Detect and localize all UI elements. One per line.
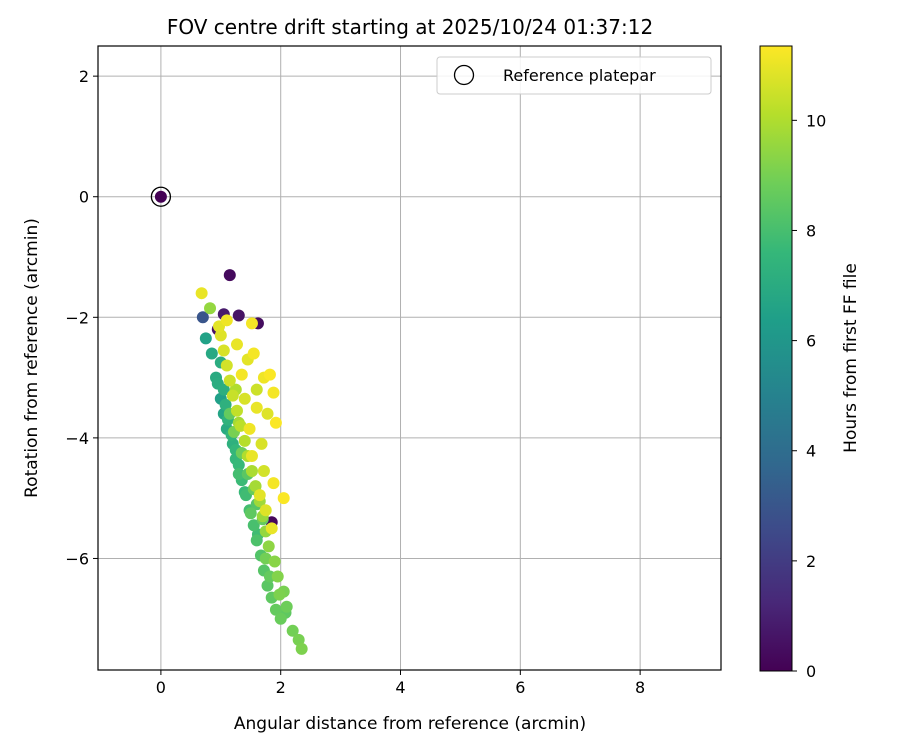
data-point xyxy=(220,359,233,372)
data-point xyxy=(267,477,280,490)
data-point xyxy=(274,612,287,625)
data-point xyxy=(238,392,251,405)
x-tick-label: 2 xyxy=(276,678,286,697)
legend-box xyxy=(436,56,712,95)
data-point xyxy=(223,269,236,282)
x-axis-ticks: 0 2 4 6 8 xyxy=(156,670,645,697)
data-point xyxy=(265,522,278,535)
colorbar-ticks: 0 2 4 6 8 10 xyxy=(792,111,826,681)
legend-label: Reference platepar xyxy=(503,66,656,85)
colorbar-tick-label: 2 xyxy=(806,552,816,571)
data-point xyxy=(257,465,270,478)
data-point xyxy=(243,422,256,435)
data-point xyxy=(247,347,260,360)
data-point xyxy=(268,555,281,568)
data-point xyxy=(196,311,209,324)
data-point xyxy=(267,386,280,399)
y-tick-label: 2 xyxy=(79,67,89,86)
data-point xyxy=(214,329,227,342)
data-point xyxy=(235,368,248,381)
data-point xyxy=(230,338,243,351)
data-point xyxy=(154,190,167,203)
data-point xyxy=(232,309,245,322)
data-point xyxy=(217,344,230,357)
data-point xyxy=(295,642,308,655)
y-tick-label: −2 xyxy=(65,308,89,327)
data-point xyxy=(250,401,263,414)
colorbar-tick-label: 4 xyxy=(806,442,816,461)
data-point xyxy=(280,600,293,613)
colorbar-tick-label: 6 xyxy=(806,332,816,351)
plot-frame xyxy=(97,45,722,671)
x-tick-label: 0 xyxy=(156,678,166,697)
colorbar-tick-label: 0 xyxy=(806,662,816,681)
colorbar-tick-label: 10 xyxy=(806,111,826,130)
data-point xyxy=(245,449,258,462)
legend-marker xyxy=(453,64,475,86)
data-point xyxy=(232,459,245,472)
reference-platepar-marker xyxy=(150,186,172,207)
x-tick-label: 8 xyxy=(635,678,645,697)
x-tick-label: 4 xyxy=(395,678,405,697)
data-point xyxy=(226,389,239,402)
data-point xyxy=(232,468,245,481)
colorbar-tick-label: 8 xyxy=(806,221,816,240)
data-point xyxy=(245,465,258,478)
x-axis-label: Angular distance from reference (arcmin) xyxy=(234,714,586,734)
colorbar-label: Hours from first FF file xyxy=(841,263,861,453)
y-tick-label: −6 xyxy=(65,549,89,568)
data-point xyxy=(273,588,286,601)
data-point xyxy=(223,374,236,387)
y-axis-label: Rotation from reference (arcmin) xyxy=(22,218,42,498)
reference-marker xyxy=(150,186,172,207)
data-point xyxy=(261,407,274,420)
data-point xyxy=(263,368,276,381)
data-point xyxy=(217,383,230,396)
data-point xyxy=(261,579,274,592)
data-point xyxy=(249,480,262,493)
data-point xyxy=(195,287,208,300)
legend: Reference platepar xyxy=(436,56,712,95)
grid-lines xyxy=(98,46,721,670)
data-point xyxy=(247,519,260,532)
data-point xyxy=(292,633,305,646)
y-tick-label: 0 xyxy=(79,188,89,207)
data-point xyxy=(259,504,272,517)
data-point xyxy=(230,404,243,417)
y-axis-ticks: 2 0 −2 −4 −6 xyxy=(65,67,98,568)
data-point xyxy=(220,314,233,327)
colorbar xyxy=(759,45,793,672)
data-point xyxy=(269,416,282,429)
y-tick-label: −4 xyxy=(65,429,89,448)
data-point xyxy=(219,398,232,411)
data-point xyxy=(204,302,217,315)
data-point xyxy=(286,624,299,637)
data-point xyxy=(271,570,284,583)
data-point xyxy=(205,347,218,360)
data-point xyxy=(277,492,290,505)
data-point xyxy=(250,383,263,396)
data-points xyxy=(154,190,308,655)
x-tick-label: 6 xyxy=(515,678,525,697)
data-point xyxy=(262,540,275,553)
data-point xyxy=(255,437,268,450)
data-point xyxy=(253,489,266,502)
data-point xyxy=(244,507,257,520)
data-point xyxy=(250,534,263,547)
data-point xyxy=(269,603,282,616)
chart-title: FOV centre drift starting at 2025/10/24 … xyxy=(167,15,653,39)
data-point xyxy=(199,332,212,345)
data-point xyxy=(245,317,258,330)
data-point xyxy=(238,434,251,447)
